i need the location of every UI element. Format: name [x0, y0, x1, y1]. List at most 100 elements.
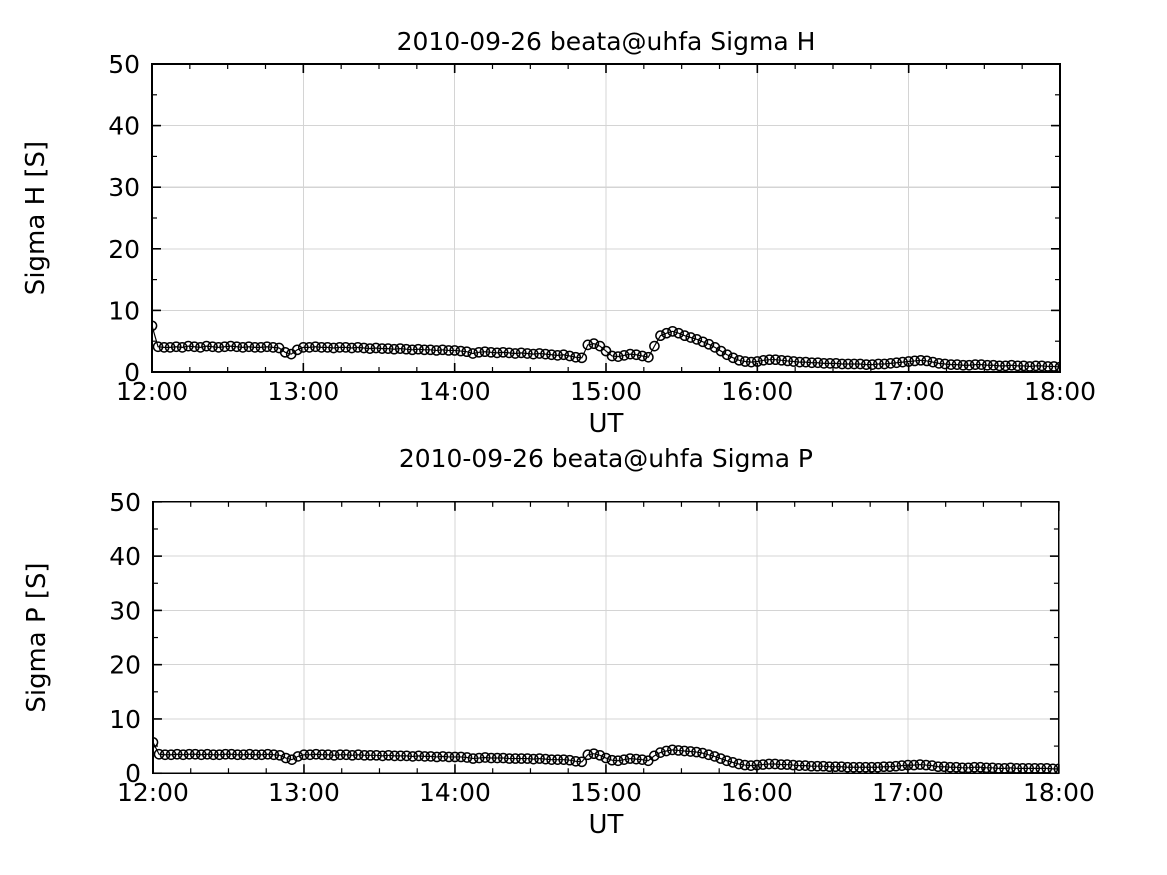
data-point-marker: [975, 761, 986, 773]
data-point-marker: [164, 342, 176, 353]
data-point-marker: [902, 759, 914, 771]
data-point-marker: [751, 356, 763, 367]
data-point-marker: [328, 749, 340, 761]
data-point-marker: [298, 749, 310, 761]
y-tick-label: 0: [124, 358, 140, 387]
sigma-h-chart[interactable]: 2010-09-26 beata@uhfa Sigma H12:00 13:00 1…: [0, 0, 1167, 437]
data-point-marker: [751, 759, 763, 771]
data-point-marker: [956, 762, 968, 774]
y-tick-label: 30: [108, 173, 140, 202]
data-point-marker: [830, 358, 842, 369]
y-tick-label: 20: [109, 651, 141, 680]
data-point-marker: [582, 749, 594, 761]
data-point-marker: [177, 749, 189, 761]
data-point-marker: [836, 358, 848, 370]
data-point-marker: [425, 344, 436, 356]
data-point-marker: [630, 753, 642, 765]
data-point-marker: [975, 359, 987, 370]
data-point-marker: [158, 342, 170, 353]
data-point-marker: [866, 761, 878, 773]
data-point-marker: [661, 327, 672, 339]
data-point-marker: [1036, 360, 1048, 372]
data-point-marker: [250, 749, 261, 761]
axis-ticks: [151, 63, 1061, 373]
y-tick-label: 10: [109, 705, 141, 734]
data-point-marker: [793, 760, 805, 771]
data-point-marker: [225, 340, 237, 352]
data-point-marker: [878, 761, 890, 773]
data-point-marker: [867, 359, 878, 370]
data-point-marker: [304, 749, 316, 761]
data-point-marker: [921, 355, 933, 367]
data-point-marker: [552, 754, 563, 765]
data-point-marker: [449, 751, 461, 763]
data-point-marker: [969, 761, 980, 773]
data-point-marker: [1018, 360, 1030, 372]
data-point-marker: [776, 354, 787, 366]
data-point-marker: [419, 751, 431, 762]
data-point-marker: [479, 346, 491, 358]
data-point-marker: [395, 750, 406, 762]
x-axis-title: UT: [589, 409, 624, 437]
data-point-marker: [854, 358, 866, 370]
data-point-marker: [437, 344, 448, 356]
data-point-marker: [721, 349, 733, 361]
data-point-marker: [673, 327, 684, 339]
data-point-marker: [1000, 360, 1011, 372]
data-point-marker: [860, 761, 871, 773]
data-point-marker: [945, 359, 957, 370]
data-point-marker: [153, 748, 165, 760]
data-point-marker: [745, 356, 757, 368]
data-point-marker: [189, 748, 201, 760]
data-point-marker: [824, 761, 835, 773]
data-point-marker: [334, 749, 346, 761]
data-point-marker: [927, 356, 939, 368]
data-point-marker: [824, 358, 836, 369]
data-point-marker: [322, 749, 334, 761]
data-point-marker: [485, 752, 497, 764]
data-point-marker: [624, 753, 636, 764]
data-point-marker: [848, 761, 859, 773]
x-tick-label: 14:00: [419, 377, 491, 406]
grid-lines: [152, 64, 1060, 372]
grid-lines: [152, 501, 1059, 774]
data-point-marker: [340, 749, 352, 761]
data-point-marker: [249, 342, 261, 353]
data-point-marker: [473, 752, 485, 764]
data-point-marker: [213, 342, 224, 353]
data-point-marker: [830, 761, 841, 773]
data-point-marker: [727, 757, 739, 768]
series-line: [152, 742, 1059, 770]
data-point-marker: [897, 356, 908, 368]
data-point-marker: [413, 750, 425, 762]
data-point-marker: [244, 748, 255, 760]
data-point-marker: [238, 749, 249, 761]
data-point-marker: [884, 761, 896, 773]
data-point-marker: [667, 325, 678, 337]
data-point-marker: [189, 341, 200, 353]
data-point-marker: [219, 341, 230, 353]
sigma-p-chart[interactable]: 2010-09-26 beata@uhfa Sigma P12:00 13:00 1…: [0, 437, 1167, 874]
y-tick-label: 0: [125, 759, 141, 788]
data-point-marker: [643, 351, 654, 363]
data-point-marker: [606, 754, 618, 766]
data-point-marker: [376, 343, 388, 354]
data-point-marker: [758, 354, 769, 366]
data-point-marker: [994, 360, 1005, 372]
data-point-marker: [552, 350, 563, 361]
data-point-marker: [195, 342, 206, 353]
x-tick-label: 14:00: [419, 778, 491, 807]
data-point-marker: [274, 749, 286, 761]
data-point-marker: [237, 342, 249, 353]
data-point-marker: [214, 749, 225, 761]
data-point-marker: [534, 348, 545, 359]
data-series: [152, 320, 1060, 372]
data-point-marker: [558, 754, 570, 765]
data-point-marker: [1005, 762, 1016, 774]
data-point-marker: [624, 348, 636, 360]
data-point-marker: [479, 752, 491, 763]
data-point-marker: [243, 341, 255, 353]
y-tick-label: 40: [109, 542, 141, 571]
x-tick-label: 18:00: [1024, 377, 1096, 406]
data-point-marker: [654, 747, 666, 758]
